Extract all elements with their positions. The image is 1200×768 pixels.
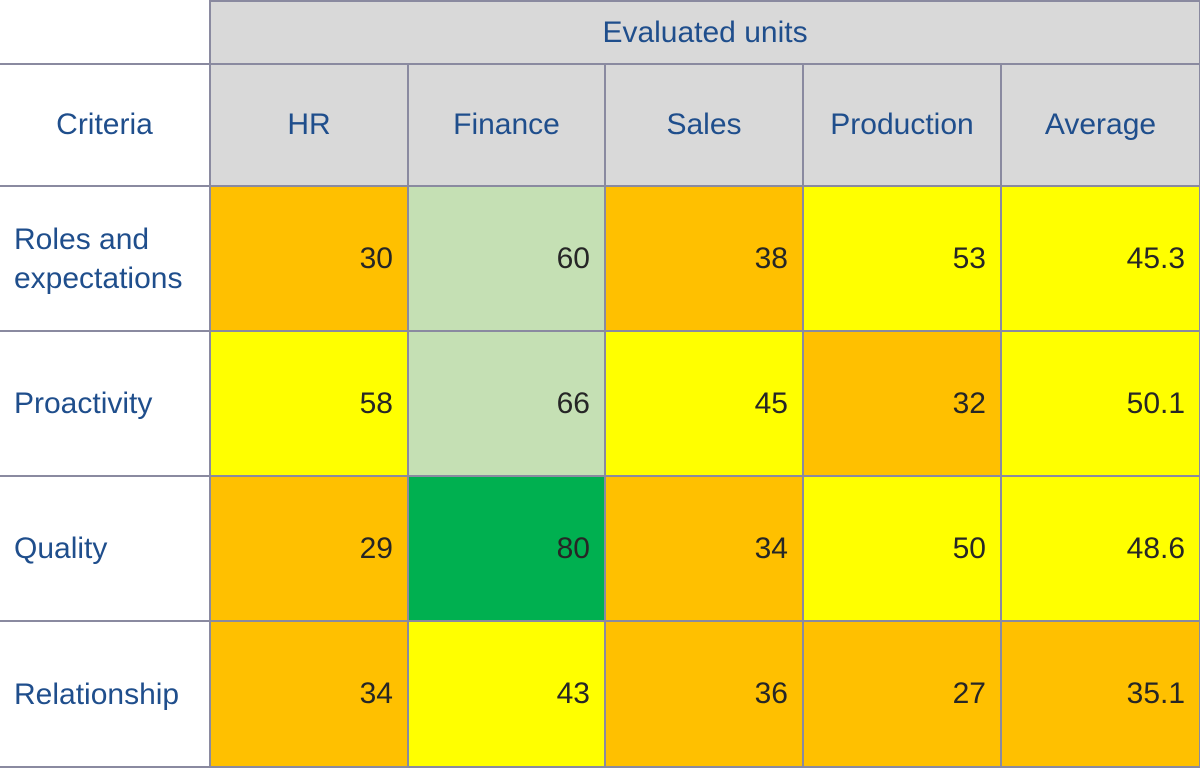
heatmap-cell: 53 bbox=[802, 185, 1002, 332]
heatmap-cell: 29 bbox=[209, 475, 409, 622]
row-label: Relationship bbox=[0, 620, 211, 768]
row-label: Quality bbox=[0, 475, 211, 622]
row-label: Proactivity bbox=[0, 330, 211, 477]
heatmap-cell: 60 bbox=[407, 185, 606, 332]
criteria-header: Criteria bbox=[0, 63, 211, 187]
table-row: Roles and expectations 30 60 38 53 45.3 bbox=[0, 185, 1200, 332]
column-header-production: Production bbox=[802, 63, 1002, 187]
column-header-row: Criteria HR Finance Sales Production Ave… bbox=[0, 63, 1200, 187]
group-header-row: Evaluated units bbox=[0, 0, 1200, 65]
column-header-hr: HR bbox=[209, 63, 409, 187]
column-header-sales: Sales bbox=[604, 63, 804, 187]
heatmap-cell: 35.1 bbox=[999, 620, 1200, 768]
row-label: Roles and expectations bbox=[0, 185, 211, 332]
heatmap-cell: 58 bbox=[209, 330, 409, 477]
heatmap-cell: 30 bbox=[209, 185, 409, 332]
corner-cell bbox=[0, 1, 211, 65]
heatmap-cell: 34 bbox=[209, 620, 409, 768]
heatmap-cell: 43 bbox=[407, 620, 606, 768]
heatmap-cell: 48.6 bbox=[999, 475, 1200, 622]
column-header-average: Average bbox=[999, 63, 1200, 187]
heatmap-cell: 38 bbox=[604, 185, 804, 332]
heatmap-cell: 80 bbox=[407, 475, 606, 622]
heatmap-cell: 27 bbox=[802, 620, 1002, 768]
heatmap-cell: 45 bbox=[604, 330, 804, 477]
heatmap-cell: 36 bbox=[604, 620, 804, 768]
table-row: Quality 29 80 34 50 48.6 bbox=[0, 475, 1200, 622]
column-header-finance: Finance bbox=[407, 63, 606, 187]
heatmap-cell: 66 bbox=[407, 330, 606, 477]
column-group-label: Evaluated units bbox=[208, 0, 1200, 65]
heatmap-cell: 50 bbox=[802, 475, 1002, 622]
heatmap-cell: 34 bbox=[604, 475, 804, 622]
heatmap-cell: 45.3 bbox=[999, 185, 1200, 332]
heatmap-cell: 50.1 bbox=[999, 330, 1200, 477]
table-row: Relationship 34 43 36 27 35.1 bbox=[0, 620, 1200, 768]
heatmap-cell: 32 bbox=[802, 330, 1002, 477]
table-row: Proactivity 58 66 45 32 50.1 bbox=[0, 330, 1200, 477]
